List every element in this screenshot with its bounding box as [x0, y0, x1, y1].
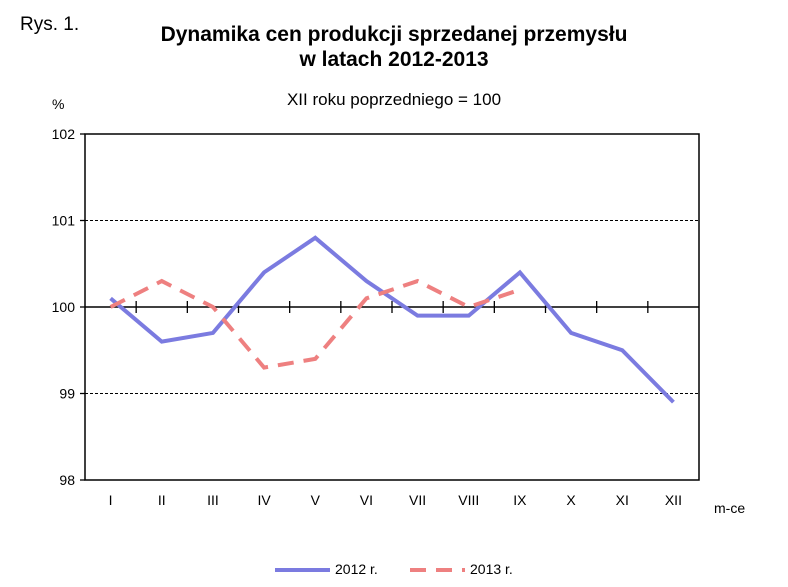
y-tick-label: 102 [52, 126, 76, 142]
x-tick-label: II [158, 492, 166, 508]
chart-subtitle: XII roku poprzedniego = 100 [286, 90, 502, 109]
x-tick-label: IV [257, 492, 271, 508]
x-tick-label: VII [409, 492, 426, 508]
title-line-2: w latach 2012-2013 [299, 48, 489, 71]
y-tick-label: 98 [59, 472, 75, 488]
x-tick-label: I [109, 492, 113, 508]
y-tick-label: 101 [52, 213, 76, 229]
x-tick-label: XII [665, 492, 682, 508]
x-tick-label: V [311, 492, 321, 508]
x-tick-label: III [207, 492, 219, 508]
title-line-1: Dynamika cen produkcji sprzedanej przemy… [160, 23, 628, 46]
y-tick-label: 100 [52, 299, 76, 315]
legend-label-2013: 2013 r. [470, 561, 513, 577]
x-tick-label: IX [513, 492, 527, 508]
chart-title: Dynamika cen produkcji sprzedanej przemy… [0, 22, 788, 72]
x-tick-label: XI [616, 492, 629, 508]
legend-swatches [275, 568, 465, 572]
y-tick-label: 99 [59, 386, 75, 402]
figure-label: Rys. 1. [20, 14, 80, 35]
x-tick-label: X [566, 492, 576, 508]
series-2013-line [109, 278, 521, 370]
series-2012-line [109, 235, 675, 404]
x-tick-label: VI [360, 492, 373, 508]
legend-label-2012: 2012 r. [335, 561, 378, 577]
x-tick-label: VIII [458, 492, 479, 508]
legend: 2012 r. 2013 r. [0, 560, 788, 582]
x-axis-title: m-ce [714, 500, 746, 516]
y-axis-unit: % [52, 96, 65, 112]
